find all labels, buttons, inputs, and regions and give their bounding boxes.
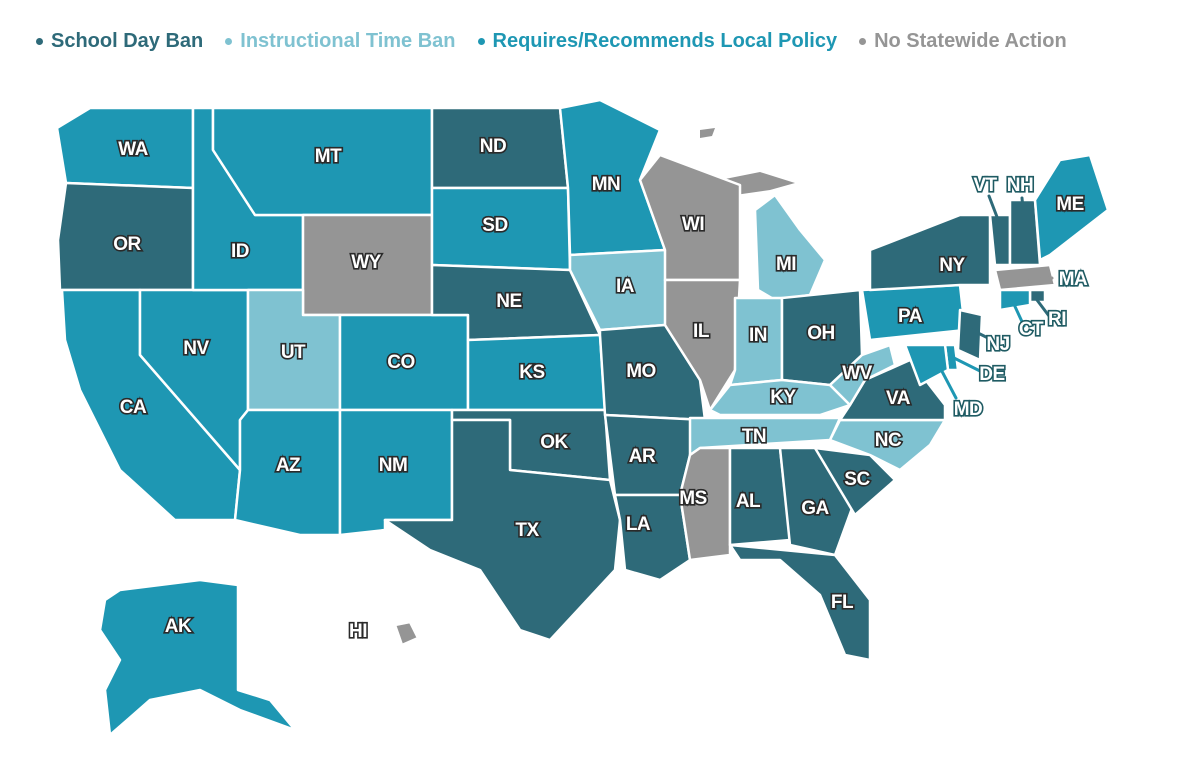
leader-line-vt	[987, 194, 1004, 232]
state-label-nm: NM	[379, 455, 408, 476]
state-label-tn: TN	[742, 426, 766, 447]
legend-item-no-statewide-action: No Statewide Action	[859, 30, 1067, 53]
leader-line-ma	[1026, 276, 1054, 283]
state-label-az: AZ	[276, 455, 301, 476]
state-label-al: AL	[736, 491, 761, 512]
state-label-pa: PA	[898, 306, 923, 327]
state-sc[interactable]	[813, 446, 897, 517]
state-wv[interactable]	[828, 343, 897, 407]
state-tn[interactable]	[688, 416, 842, 457]
legend-item-school-day-ban: School Day Ban	[36, 30, 203, 53]
state-label-fl: FL	[831, 592, 854, 613]
state-label-ms: MS	[679, 488, 707, 509]
legend-dot-school-day-ban	[36, 38, 43, 45]
state-md[interactable]	[903, 343, 950, 387]
state-label-ok: OK	[540, 432, 568, 453]
state-tx[interactable]	[383, 418, 622, 642]
state-ms[interactable]	[678, 446, 732, 562]
leader-line-nj	[970, 328, 994, 342]
island-decor	[700, 128, 715, 138]
legend-label-school-day-ban: School Day Ban	[51, 30, 204, 52]
state-label-mt: MT	[315, 146, 342, 167]
state-label-vt: VT	[973, 175, 997, 196]
leader-line-ct	[1010, 298, 1026, 328]
state-label-la: LA	[626, 514, 651, 535]
state-ma[interactable]	[993, 263, 1057, 292]
legend-dot-no-statewide-action	[859, 38, 867, 45]
state-label-me: ME	[1056, 194, 1084, 215]
state-label-id: ID	[231, 241, 249, 262]
state-label-sc: SC	[844, 469, 870, 490]
state-label-ar: AR	[629, 446, 656, 467]
state-label-ak: AK	[165, 616, 192, 637]
state-label-wa: WA	[118, 139, 148, 160]
map-legend: School Day Ban Instructional Time Ban Re…	[36, 30, 1067, 53]
state-label-ca: CA	[120, 397, 147, 418]
state-label-wy: WY	[351, 252, 381, 273]
state-label-de: DE	[979, 364, 1004, 385]
state-label-mi: MI	[776, 254, 796, 275]
state-label-ne: NE	[496, 291, 521, 312]
state-label-oh: OH	[807, 323, 835, 344]
state-label-nv: NV	[183, 338, 209, 359]
legend-item-local-policy: Requires/Recommends Local Policy	[477, 30, 838, 53]
state-label-wi: WI	[682, 214, 704, 235]
state-label-mn: MN	[592, 174, 621, 195]
state-label-md: MD	[954, 399, 983, 420]
state-nj[interactable]	[956, 308, 984, 362]
leader-lines-layer	[933, 194, 1054, 400]
leader-line-md	[933, 356, 958, 400]
state-fl[interactable]	[728, 543, 872, 662]
state-label-or: OR	[113, 234, 141, 255]
leader-line-nh	[1020, 196, 1027, 232]
legend-dot-local-policy	[477, 38, 485, 45]
legend-label-instructional-time-ban: Instructional Time Ban	[240, 30, 456, 52]
leader-line-ri	[1035, 298, 1051, 318]
state-label-in: IN	[749, 325, 767, 346]
state-label-va: VA	[886, 388, 911, 409]
state-label-tx: TX	[515, 520, 539, 541]
state-label-ri: RI	[1048, 309, 1066, 330]
state-ga[interactable]	[778, 446, 857, 557]
state-label-nd: ND	[480, 136, 506, 157]
state-hi[interactable]	[393, 620, 420, 647]
state-label-hi: HI	[349, 621, 367, 642]
labels-layer: WA OR CA NV ID MT WY UT CO AZ NM ND SD NE KS OK TX MN IA MO…	[112, 134, 1090, 643]
state-label-co: CO	[387, 352, 415, 373]
state-label-wv: WV	[842, 363, 872, 384]
legend-label-local-policy: Requires/Recommends Local Policy	[492, 30, 838, 52]
state-label-mo: MO	[626, 361, 656, 382]
states-layer	[55, 98, 1110, 737]
leader-line-de	[952, 356, 982, 373]
state-label-ny: NY	[939, 255, 965, 276]
state-label-ut: UT	[281, 342, 306, 363]
state-ky[interactable]	[708, 378, 852, 417]
state-wi[interactable]	[638, 153, 742, 282]
state-label-ky: KY	[770, 387, 796, 408]
state-label-nc: NC	[875, 430, 902, 451]
state-label-ia: IA	[616, 276, 635, 297]
state-mi[interactable]	[753, 193, 827, 302]
state-me[interactable]	[1033, 153, 1110, 262]
state-label-ma: MA	[1059, 269, 1088, 290]
state-label-ga: GA	[801, 498, 829, 519]
state-ct[interactable]	[998, 288, 1032, 312]
legend-item-instructional-time-ban: Instructional Time Ban	[225, 30, 456, 53]
state-label-nh: NH	[1007, 175, 1033, 196]
state-label-nj: NJ	[986, 334, 1009, 355]
state-ny[interactable]	[868, 213, 992, 292]
state-label-ct: CT	[1019, 319, 1044, 340]
state-label-ks: KS	[519, 362, 544, 383]
state-label-il: IL	[693, 321, 710, 342]
state-ak[interactable]	[98, 578, 297, 737]
state-label-sd: SD	[482, 215, 507, 236]
legend-dot-instructional-time-ban	[225, 38, 233, 45]
legend-label-no-statewide-action: No Statewide Action	[874, 30, 1067, 52]
